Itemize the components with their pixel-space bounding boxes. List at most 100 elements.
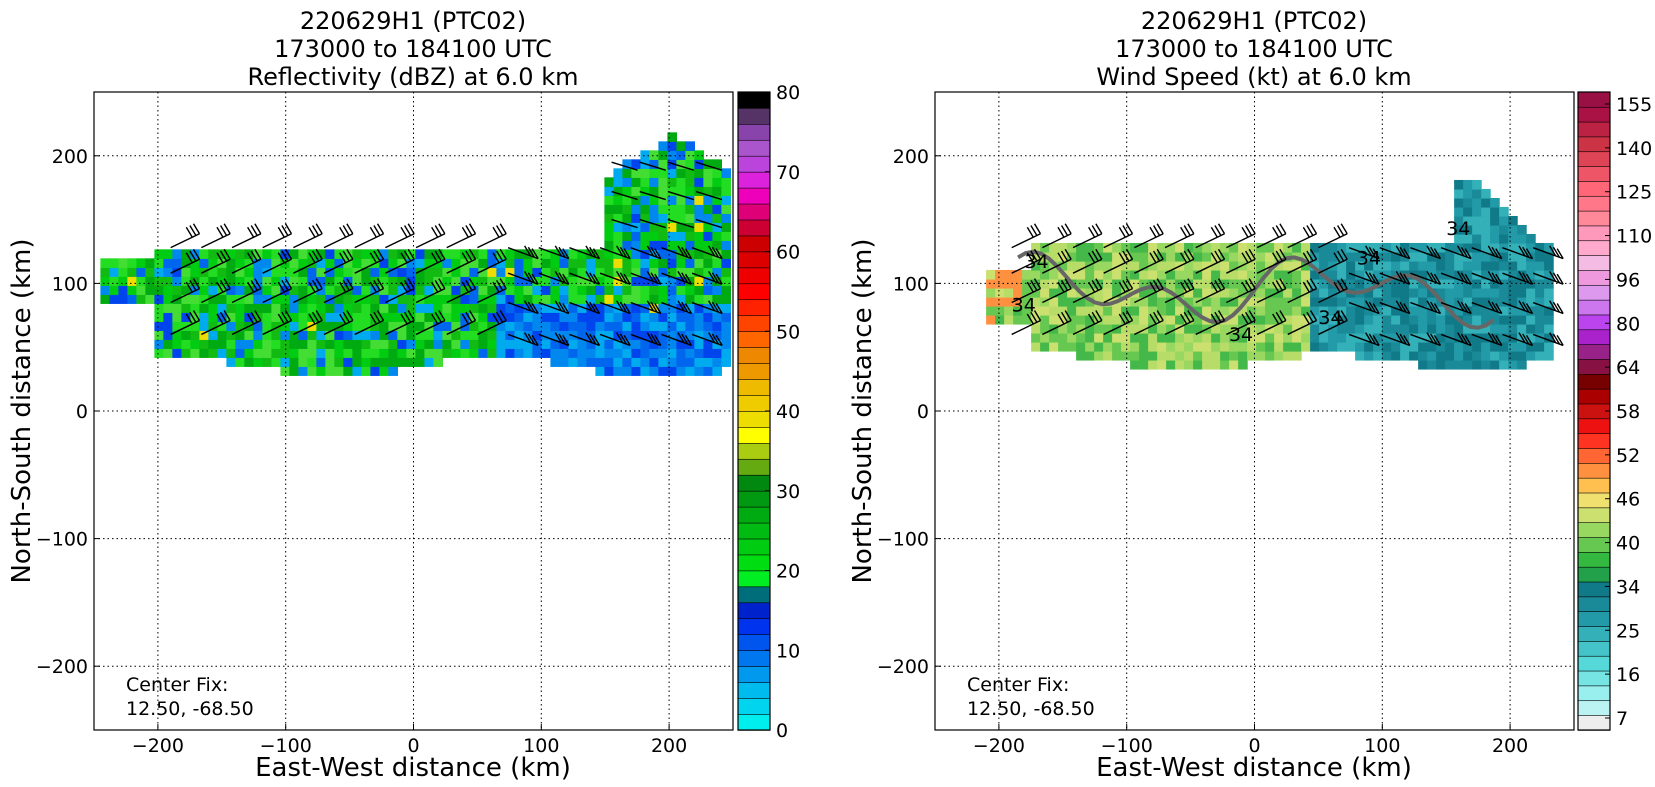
wind-barb-feather [1248,248,1256,260]
field-cell [1103,332,1113,343]
field-cell [1247,350,1257,361]
field-cell [703,276,713,286]
field-cell [280,303,290,313]
field-cell [622,213,632,223]
field-cell [1445,251,1455,262]
field-cell [226,249,236,259]
field-cell [523,285,533,295]
field-cell [658,285,668,295]
field-cell [262,321,272,331]
colorbar-tick-label: 30 [776,481,800,503]
field-cell [469,276,479,286]
field-cell [154,258,164,268]
field-cell [1256,269,1266,280]
field-cell [703,186,713,196]
wind-barb-shaft [1502,333,1533,347]
field-cell [1310,278,1320,289]
field-cell [1202,251,1212,262]
wind-barbs [170,161,723,347]
wind-barb-feather [499,223,507,235]
field-cell [1499,296,1509,307]
field-cell [532,303,542,313]
field-cell [1220,323,1230,334]
field-cell [415,312,425,322]
wind-barb-shaft [262,258,292,274]
field-cell [1535,269,1545,280]
wind-barb-feather [1399,333,1407,345]
field-cell [1481,260,1491,271]
field-cell [1049,269,1059,280]
wind-barb-feather [250,225,258,236]
field-cell [478,312,488,322]
field-cell [595,357,605,367]
wind-barb-shaft [1348,272,1380,285]
wind-barb-shaft [1134,287,1164,304]
wind-barb-feather [339,281,347,293]
field-cell [1139,287,1149,298]
field-cell [199,249,209,259]
field-cell [1148,323,1158,334]
field-cell [703,330,713,340]
field-cell [1265,287,1275,298]
field-cell [649,357,659,367]
field-cell [1166,269,1176,280]
field-cell [667,321,677,331]
field-cell [271,303,281,313]
colorbar-segment [1577,299,1611,316]
wind-barb-feather [219,225,228,236]
field-cell [721,330,731,340]
field-cell [541,294,551,304]
field-cell [604,249,614,259]
field-cell [640,213,650,223]
field-cell [550,258,560,268]
field-cell [1229,305,1239,316]
annotation-line2: 12.50, -68.50 [967,698,1095,720]
field-cell [703,366,713,376]
wind-barb-feather [1518,332,1526,344]
field-cell [280,330,290,340]
field-cell [1418,323,1428,334]
field-cell [541,276,551,286]
colorbar-tick-label: 110 [1616,226,1652,248]
field-cell [694,177,704,187]
field-cell [613,276,623,286]
field-cell [995,278,1005,289]
wind-barb-feather [1464,303,1472,314]
field-cell [703,222,713,232]
wind-barb-shaft [1134,233,1164,249]
field-cell [154,339,164,349]
field-cell [1067,287,1077,298]
wind-barb-feather [1217,310,1226,321]
wind-barb-shaft [1072,233,1103,249]
field-cell [397,303,407,313]
field-cell [397,285,407,295]
field-cell [1265,269,1275,280]
field-cell [568,312,578,322]
field-cell [181,330,191,340]
field-cell [1148,332,1158,343]
field-cell [640,186,650,196]
field-cell [1391,260,1401,271]
field-cell [1049,242,1059,253]
field-cell [190,249,200,259]
field-cell [595,267,605,277]
field-cell [1301,341,1311,352]
field-cell [1022,296,1032,307]
field-cell [622,285,632,295]
field-cell [1463,269,1473,280]
field-cell [1157,341,1167,352]
wind-barb-shaft [1256,258,1287,274]
field-cell [1130,350,1140,361]
wind-barb-shaft [599,301,631,315]
field-cell [613,168,623,178]
wind-barb-feather [681,246,689,258]
wind-barb-feather [369,313,377,325]
field-cell [1526,269,1536,280]
field-cell [1517,296,1527,307]
field-cell [1472,332,1482,343]
wind-barb-shaft [293,258,323,274]
field-cell [559,249,569,259]
field-cell [1031,305,1041,316]
wind-barb-shaft [170,319,200,336]
wind-barb-feather [623,303,631,314]
